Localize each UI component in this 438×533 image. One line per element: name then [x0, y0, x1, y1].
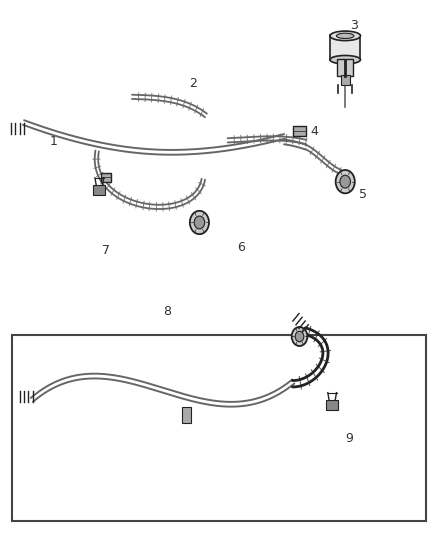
Circle shape [340, 175, 350, 188]
Bar [293, 126, 306, 135]
Text: 5: 5 [359, 189, 367, 201]
Circle shape [292, 327, 307, 346]
Text: 8: 8 [163, 305, 171, 318]
Circle shape [336, 170, 355, 193]
Ellipse shape [330, 55, 360, 64]
Text: 7: 7 [102, 244, 110, 257]
Bar [341, 75, 350, 85]
Bar [93, 185, 106, 195]
Circle shape [190, 211, 209, 234]
Text: 4: 4 [311, 125, 319, 138]
Bar [337, 59, 353, 76]
Bar [330, 35, 360, 60]
Text: 9: 9 [346, 432, 353, 446]
Ellipse shape [336, 33, 354, 38]
Bar [101, 173, 111, 182]
Circle shape [194, 216, 205, 229]
Bar [12, 335, 426, 521]
Bar [326, 400, 338, 410]
Text: 6: 6 [237, 241, 245, 254]
Text: 1: 1 [49, 135, 57, 148]
Circle shape [295, 331, 304, 342]
Ellipse shape [330, 31, 360, 41]
Bar [182, 407, 191, 423]
Text: 2: 2 [189, 77, 197, 90]
Text: 3: 3 [350, 19, 358, 32]
